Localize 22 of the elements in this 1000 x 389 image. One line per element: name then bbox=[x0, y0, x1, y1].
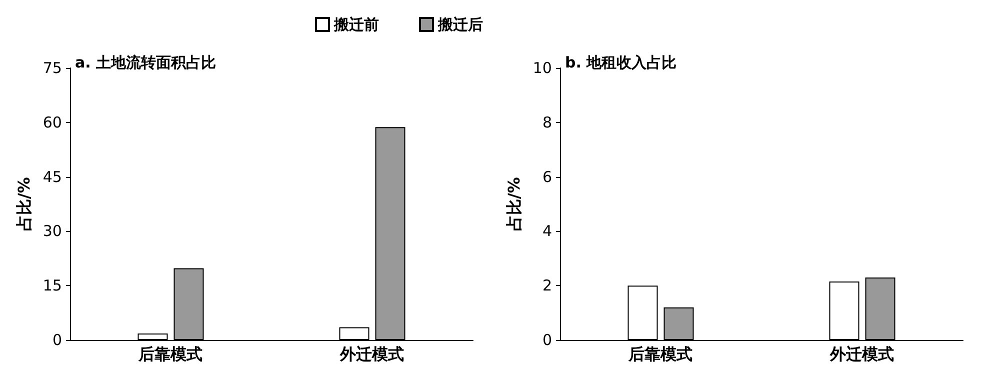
x-tick-label: 外迁模式 bbox=[339, 344, 404, 364]
y-tick-label: 0 bbox=[542, 331, 552, 349]
y-tick-label: 8 bbox=[542, 113, 552, 132]
y-tick-label: 75 bbox=[42, 59, 62, 77]
y-tick-label: 45 bbox=[42, 168, 62, 186]
y-tick-label: 60 bbox=[42, 113, 62, 132]
x-tick-label: 外迁模式 bbox=[829, 344, 894, 364]
x-tick-label: 后靠模式 bbox=[628, 344, 693, 364]
y-tick-label: 15 bbox=[42, 276, 62, 295]
legend-label: 搬迁前 bbox=[333, 16, 379, 34]
x-tick-label: 后靠模式 bbox=[138, 344, 203, 364]
y-tick-label: 30 bbox=[42, 222, 62, 240]
y-tick-label: 10 bbox=[532, 59, 552, 77]
y-tick-label: 2 bbox=[542, 276, 552, 295]
y-tick-label: 4 bbox=[542, 222, 552, 240]
chart-title: a. 土地流转面积占比 bbox=[75, 54, 216, 72]
legend-label: 搬迁后 bbox=[437, 16, 483, 34]
y-axis-title: 占比/% bbox=[14, 177, 34, 231]
y-tick-label: 6 bbox=[542, 168, 552, 186]
chart-title: b. 地租收入占比 bbox=[565, 54, 677, 72]
y-tick-label: 0 bbox=[52, 331, 62, 349]
y-axis-title: 占比/% bbox=[504, 177, 524, 231]
